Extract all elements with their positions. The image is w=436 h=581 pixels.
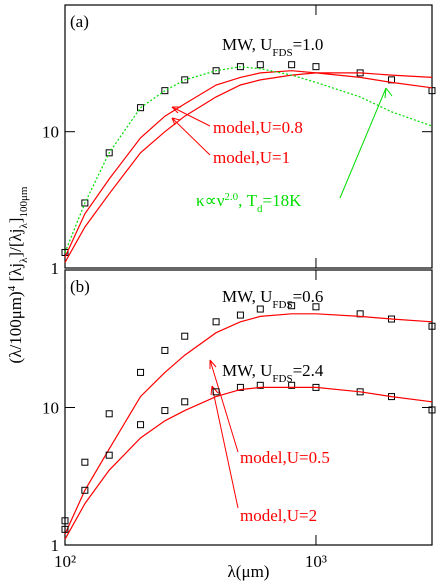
text-part: MW, U [222,35,272,54]
data-point [181,332,189,340]
annotation: model,U=2 [240,506,317,525]
text-part: (λ/100μm) [6,291,25,363]
arrow-head [210,385,219,396]
data-point [312,303,320,311]
annotation: model,U=0.5 [240,448,330,467]
text-part: d [257,203,263,215]
data-point [236,383,244,391]
y-tick-label: 10 [42,123,59,142]
text-part: MW, U [222,361,272,380]
data-point [212,318,220,326]
text-part: MW, U [222,287,272,306]
data-point [81,458,89,466]
data-point [161,87,169,95]
data-point [105,410,113,418]
arrow-head [171,106,181,114]
data-point [137,368,145,376]
data-point [312,63,320,71]
data-point [212,388,220,396]
data-point [256,305,264,313]
annotation: MW, UFDS=2.4 [222,361,324,385]
text-part: λ [18,223,30,229]
data-point [288,61,296,69]
text-part: FDS [272,299,292,311]
text-part: ] [6,218,25,224]
series-line [64,72,433,263]
plot-frame [64,4,433,269]
x-tick-label: 10³ [305,552,327,571]
arrow [171,117,211,156]
arrow [209,359,239,453]
data-point [81,486,89,494]
data-point [288,302,296,310]
data-point [428,406,436,414]
y-tick-label: 1 [51,536,60,555]
x-tick-label: 10² [54,552,76,571]
text-part: 2.0 [224,191,238,203]
panel-label: (a) [70,12,89,31]
annotation: MW, UFDS=0.6 [222,287,323,311]
arrow [339,87,387,199]
panel-label: (b) [70,277,90,296]
y-tick-label: 10 [42,399,59,418]
arrows [171,87,393,509]
data-point [181,76,189,84]
data-point [161,346,169,354]
data-point [61,248,69,256]
series-line [64,70,433,258]
data-point [81,199,89,207]
series-line [64,313,433,535]
data-point [288,381,296,389]
data-point [161,407,169,415]
plot-frame [64,269,433,546]
text-part: model,U=1 [213,148,290,167]
annotation: model,U=0.8 [213,118,303,137]
arrow-head [384,87,393,99]
data-point [137,104,145,112]
arrow-head [209,359,217,369]
text-part: =1.0 [293,35,324,54]
text-part: κ∝ν [196,191,225,210]
text-part: 4 [6,285,18,291]
annotation: MW, UFDS=1.0 [222,35,323,59]
arrow [171,106,211,127]
data-point [137,421,145,429]
data-point [256,381,264,389]
data-point [256,61,264,69]
text-part: 100μm [18,186,30,217]
data-point [236,311,244,319]
text-part: ]/[λj [6,229,25,258]
text-part: =0.6 [293,287,324,306]
data-point [181,398,189,406]
series-line [64,66,433,253]
data-point [428,322,436,330]
text-part: FDS [272,373,292,385]
x-axis-label: λ(μm) [228,562,270,581]
data-point [105,451,113,459]
text-part: model,U=0.5 [240,448,330,467]
y-tick-label: 1 [51,259,60,278]
arrow [211,385,239,509]
text-part: model,U=2 [240,506,317,525]
data-point [61,517,69,525]
text-part: =2.4 [293,361,324,380]
text-part: =18K [263,191,303,210]
text-part: , T [238,191,258,210]
series-line [64,386,433,540]
text-part: FDS [272,47,292,59]
text-part: [λj [6,263,25,286]
text-part: model,U=0.8 [213,118,303,137]
y-axis-label: (λ/100μm)4 [λjλ]/[λjλ]100μm [6,186,30,363]
annotation: model,U=1 [213,148,290,167]
data-point [105,149,113,157]
data-point [61,525,69,533]
text-part: λ [18,257,30,263]
annotation: κ∝ν2.0, Td=18K [196,191,302,215]
data-point [212,67,220,75]
